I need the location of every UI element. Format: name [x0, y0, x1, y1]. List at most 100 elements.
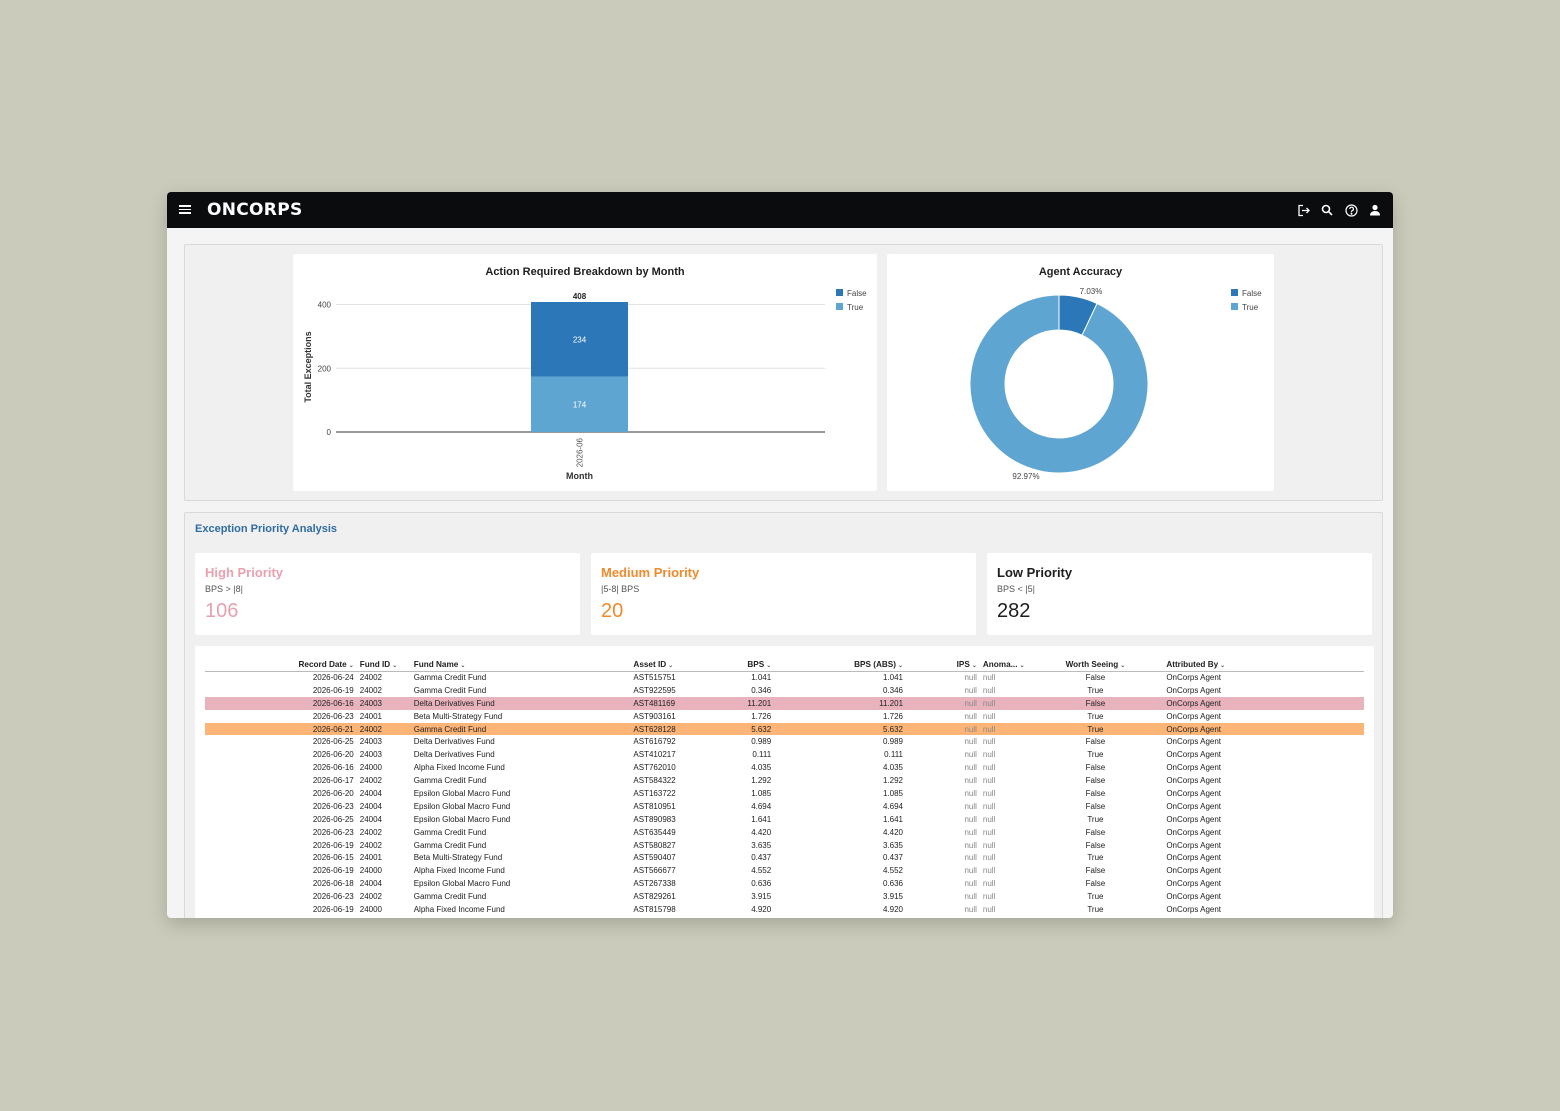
- table-row[interactable]: 2026-06-21 24002 Gamma Credit Fund AST62812…: [205, 722, 1364, 736]
- table-row[interactable]: 2026-06-25 24004 Epsilon Global Macro Fund…: [205, 813, 1364, 826]
- table-row[interactable]: 2026-06-23 24001 Beta Multi-Strategy Fund A…: [205, 710, 1364, 723]
- table-cell: OnCorps Agent: [1163, 722, 1364, 736]
- table-row[interactable]: 2026-06-17 24002 Gamma Credit Fund AST58432…: [205, 774, 1364, 787]
- table-row[interactable]: 2026-06-20 24004 Epsilon Global Macro Fund…: [205, 787, 1364, 800]
- chevron-down-icon[interactable]: ⌄: [897, 662, 904, 669]
- column-header[interactable]: Attributed By ⌄: [1163, 658, 1364, 672]
- table-cell: AST628128: [630, 722, 731, 736]
- table-cell: True: [1087, 853, 1104, 863]
- column-header[interactable]: Fund Name ⌄: [410, 658, 631, 672]
- column-header[interactable]: Worth Seeing ⌄: [1027, 658, 1164, 672]
- chevron-down-icon[interactable]: ⌄: [392, 662, 398, 669]
- table-cell: OnCorps Agent: [1166, 673, 1222, 683]
- table-cell: null: [964, 776, 977, 786]
- chevron-down-icon[interactable]: ⌄: [348, 662, 354, 669]
- table-cell: Gamma Credit Fund: [410, 722, 631, 736]
- table-row[interactable]: 2026-06-20 24003 Delta Derivatives Fund AST…: [205, 748, 1364, 761]
- chevron-down-icon[interactable]: ⌄: [1220, 662, 1226, 669]
- table-cell: null: [964, 788, 977, 798]
- table-row[interactable]: 2026-06-23 24004 Epsilon Global Macro Fund…: [205, 800, 1364, 813]
- table-cell: null: [964, 801, 977, 811]
- table-cell: 1.085: [751, 788, 772, 798]
- bar-chart: 0 200 400 Total Exceptions 174 234 408 2026-06 M…: [303, 289, 867, 481]
- table-cell: 3.915: [882, 892, 904, 902]
- table-row[interactable]: 2026-06-23 24002 Gamma Credit Fund AST82926…: [205, 890, 1364, 903]
- table-cell: null: [964, 737, 977, 747]
- table-cell: True: [1087, 904, 1104, 914]
- chevron-down-icon[interactable]: ⌄: [668, 662, 674, 669]
- table-cell: Gamma Credit Fund: [413, 685, 487, 695]
- table-row[interactable]: 2026-06-25 24003 Delta Derivatives Fund AST…: [205, 735, 1364, 748]
- table-cell: False: [1085, 879, 1106, 889]
- table-row[interactable]: 2026-06-16 24000 Alpha Fixed Income Fund AS…: [205, 761, 1364, 774]
- table-cell: AST267338: [633, 879, 676, 889]
- column-header[interactable]: Fund ID ⌄: [356, 658, 411, 672]
- table-cell: null: [964, 840, 977, 850]
- table-cell: null: [964, 866, 977, 876]
- table-cell: False: [1085, 776, 1106, 786]
- table-cell: 2026-06-19: [312, 685, 354, 695]
- table-row[interactable]: 2026-06-15 24001 Beta Multi-Strategy Fund A…: [205, 851, 1364, 864]
- chevron-down-icon[interactable]: ⌄: [1120, 662, 1126, 669]
- bar-segment-true: [531, 376, 628, 432]
- chevron-down-icon[interactable]: ⌄: [766, 662, 772, 669]
- column-header[interactable]: IPS ⌄: [906, 658, 980, 672]
- table-row[interactable]: 2026-06-19 24002 Gamma Credit Fund AST58082…: [205, 839, 1364, 852]
- table-row[interactable]: 2026-06-24 24002 Gamma Credit Fund AST51575…: [205, 671, 1364, 684]
- table-cell: null: [964, 673, 977, 683]
- legend-swatch-false: [836, 289, 843, 296]
- column-header[interactable]: BPS (ABS) ⌄: [774, 658, 907, 672]
- table-row[interactable]: 2026-06-19 24000 Alpha Fixed Income Fund AS…: [205, 864, 1364, 877]
- table-row[interactable]: 2026-06-19 24002 Gamma Credit Fund AST92259…: [205, 684, 1364, 697]
- table-cell: Epsilon Global Macro Fund: [413, 879, 511, 889]
- table-row[interactable]: 2026-06-16 24003 Delta Derivatives Fund AST…: [205, 696, 1364, 710]
- dashboard-content: Action Required Breakdown by Month 0 200 4…: [167, 228, 1393, 918]
- table-row[interactable]: 2026-06-18 24004 Epsilon Global Macro Fund…: [205, 877, 1364, 890]
- table-cell: True: [1027, 722, 1164, 736]
- table-cell: Beta Multi-Strategy Fund: [413, 853, 503, 863]
- chevron-down-icon[interactable]: ⌄: [1019, 662, 1025, 669]
- chevron-down-icon[interactable]: ⌄: [460, 662, 466, 669]
- table-cell: null: [964, 879, 977, 889]
- high-priority-card[interactable]: High Priority BPS > |8| 106: [195, 553, 580, 635]
- table-cell: 24002: [359, 685, 382, 695]
- table-cell: 4.420: [882, 827, 904, 837]
- table-cell: AST829261: [633, 892, 676, 902]
- column-header[interactable]: Anoma... ⌄: [979, 658, 1028, 672]
- y-tick-label: 0: [327, 428, 332, 437]
- chevron-down-icon[interactable]: ⌄: [971, 662, 977, 669]
- search-icon[interactable]: [1319, 201, 1335, 219]
- table-cell: 4.552: [882, 866, 904, 876]
- table-cell: 4.920: [751, 904, 772, 914]
- table-row[interactable]: 2026-06-19 24000 Alpha Fixed Income Fund AS…: [205, 903, 1364, 916]
- table-cell: 0.989: [882, 737, 904, 747]
- legend-label-true: True: [847, 303, 864, 312]
- column-header[interactable]: Record Date ⌄: [205, 658, 357, 672]
- column-header-label: BPS (ABS): [854, 659, 896, 669]
- table-row[interactable]: 2026-06-23 24002 Gamma Credit Fund AST63544…: [205, 826, 1364, 839]
- user-icon[interactable]: [1367, 201, 1383, 219]
- column-header[interactable]: Asset ID ⌄: [630, 658, 731, 672]
- table-cell: OnCorps Agent: [1166, 814, 1222, 824]
- legend-swatch-true: [1231, 303, 1238, 310]
- table-cell: OnCorps Agent: [1166, 840, 1222, 850]
- table-cell: null: [964, 814, 977, 824]
- low-priority-card[interactable]: Low Priority BPS < |5| 282: [987, 553, 1372, 635]
- logout-icon[interactable]: [1295, 201, 1311, 219]
- table-cell: True: [1087, 750, 1104, 760]
- table-cell: False: [1085, 737, 1106, 747]
- menu-icon[interactable]: [179, 203, 191, 217]
- table-cell: 2026-06-19: [312, 840, 354, 850]
- table-cell: 1.726: [882, 711, 904, 721]
- legend-label-false: False: [1242, 289, 1262, 298]
- medium-priority-card[interactable]: Medium Priority |5-8| BPS 20: [591, 553, 976, 635]
- help-icon[interactable]: [1343, 201, 1359, 219]
- table-cell: AST515751: [633, 673, 676, 683]
- table-cell: Gamma Credit Fund: [413, 892, 487, 902]
- table-cell: 2026-06-24: [312, 673, 354, 683]
- table-cell: 24003: [359, 750, 382, 760]
- column-header-label: Record Date: [298, 659, 347, 669]
- column-header[interactable]: BPS ⌄: [730, 658, 775, 672]
- table-cell: AST410217: [633, 750, 676, 760]
- table-cell: 24002: [359, 827, 382, 837]
